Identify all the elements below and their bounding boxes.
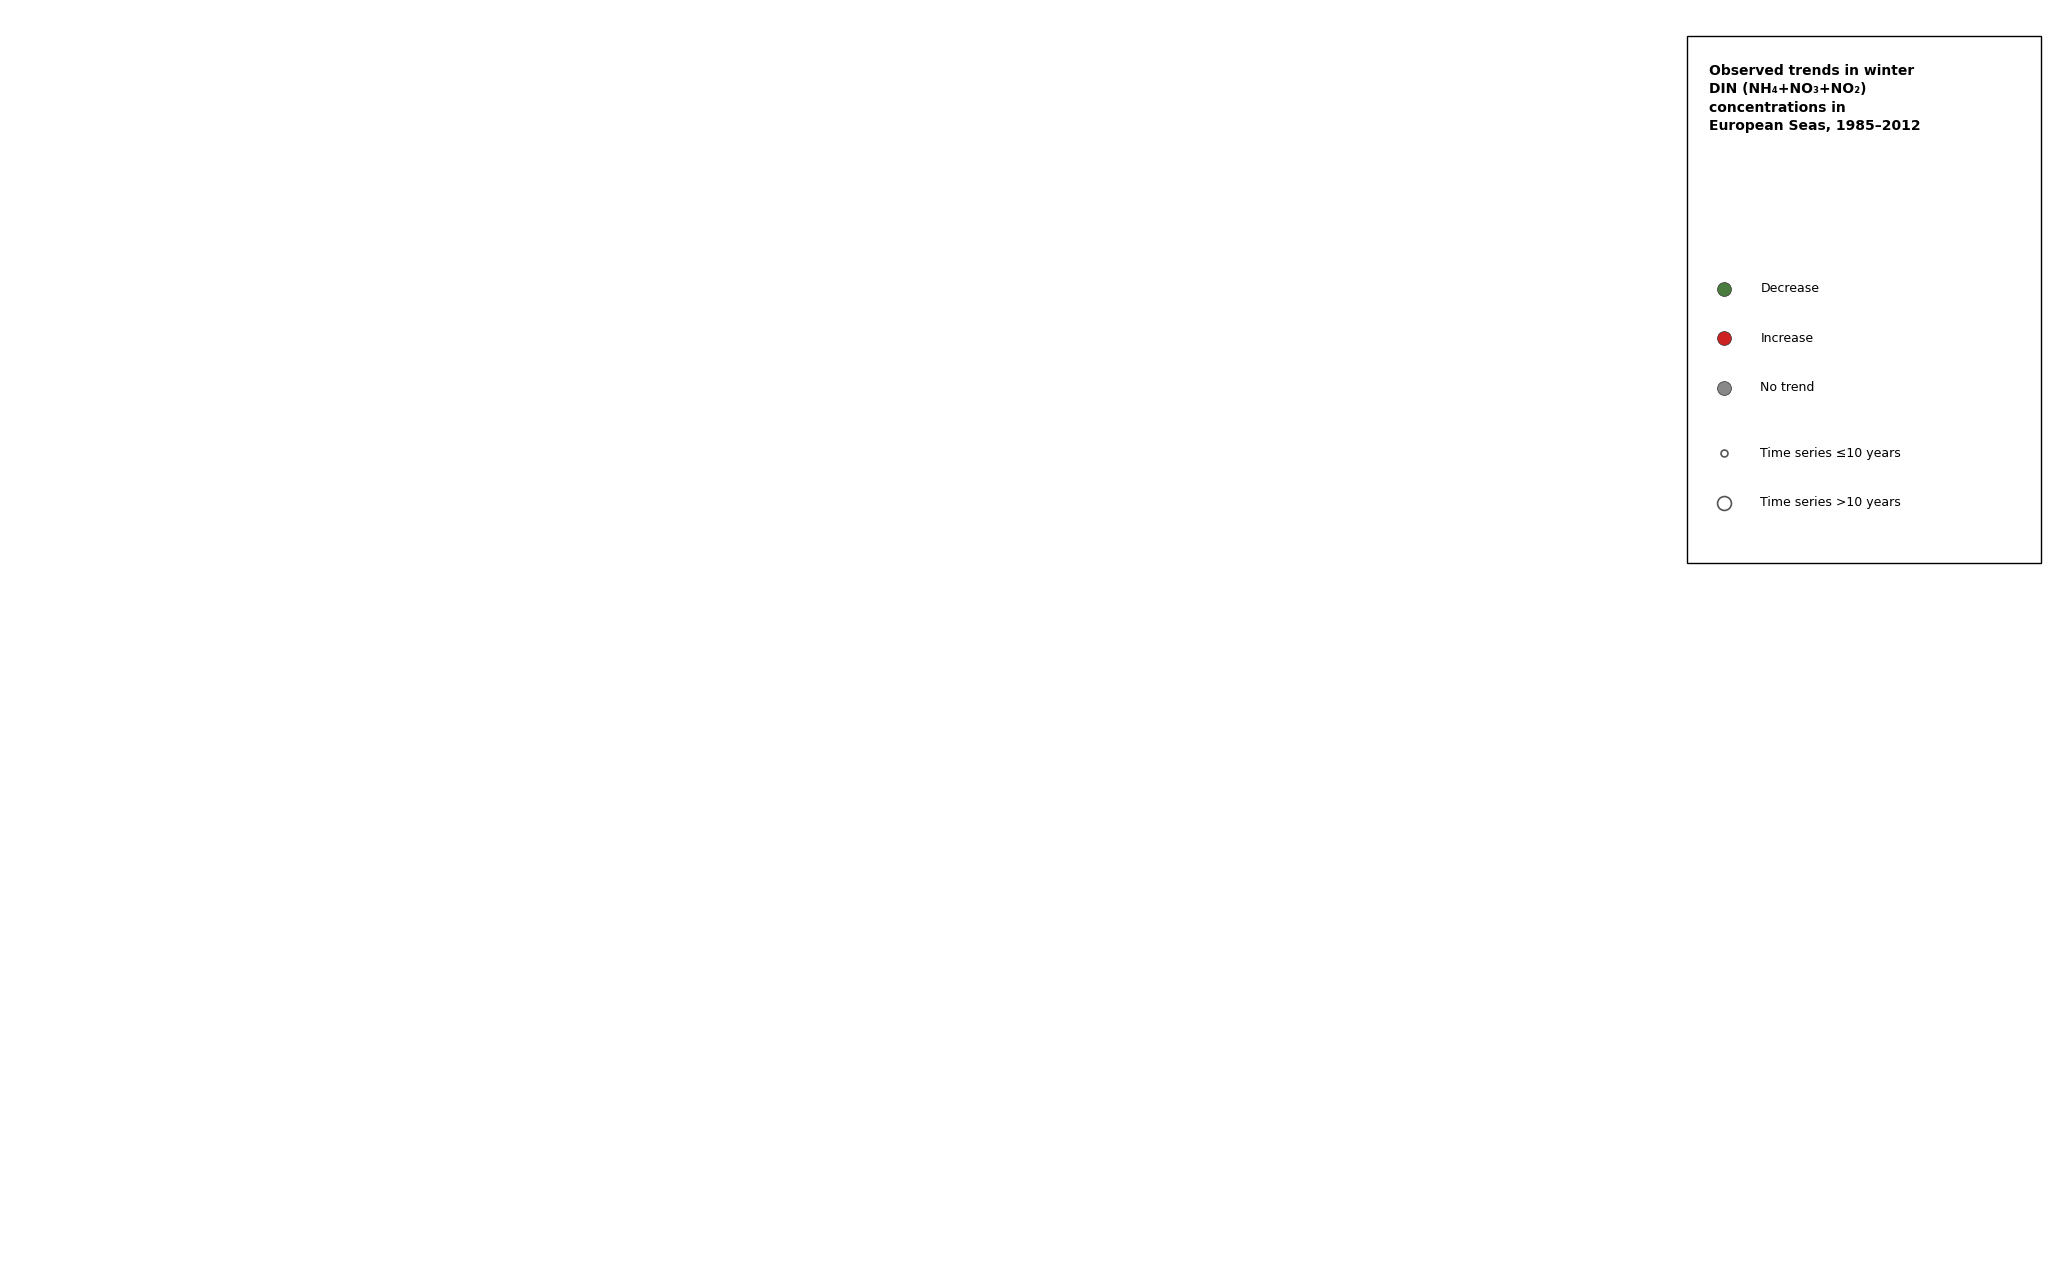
Text: Increase: Increase: [1761, 332, 1815, 345]
Text: Decrease: Decrease: [1761, 282, 1819, 295]
Text: Time series >10 years: Time series >10 years: [1761, 496, 1901, 509]
Text: Observed trends in winter
DIN (NH₄+NO₃+NO₂)
concentrations in
European Seas, 198: Observed trends in winter DIN (NH₄+NO₃+N…: [1708, 64, 1921, 133]
Text: No trend: No trend: [1761, 382, 1815, 394]
Text: Time series ≤10 years: Time series ≤10 years: [1761, 447, 1901, 459]
FancyBboxPatch shape: [1688, 37, 2040, 563]
